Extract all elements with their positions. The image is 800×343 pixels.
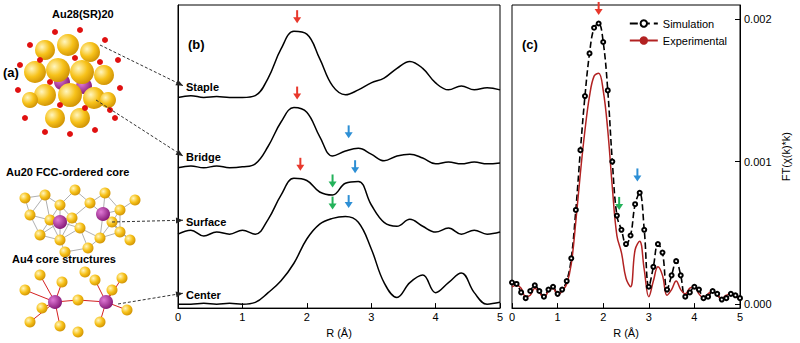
svg-text:(b): (b): [188, 37, 205, 52]
svg-text:5: 5: [497, 311, 503, 323]
svg-text:0.000: 0.000: [744, 298, 772, 310]
svg-text:Experimental: Experimental: [663, 35, 727, 47]
svg-text:0: 0: [175, 311, 181, 323]
svg-text:4: 4: [433, 311, 439, 323]
svg-text:5: 5: [737, 311, 743, 323]
svg-text:3: 3: [646, 311, 652, 323]
svg-text:Au20 FCC-ordered core: Au20 FCC-ordered core: [6, 166, 129, 178]
svg-text:(c): (c): [522, 37, 538, 52]
svg-text:Au4 core structures: Au4 core structures: [12, 253, 116, 265]
svg-text:1: 1: [555, 311, 561, 323]
svg-text:0: 0: [509, 311, 515, 323]
svg-text:0.001: 0.001: [744, 156, 772, 168]
svg-text:R (Å): R (Å): [613, 327, 639, 339]
svg-text:2: 2: [600, 311, 606, 323]
svg-text:FT(χ(k)*k): FT(χ(k)*k): [780, 132, 792, 181]
svg-text:Staple: Staple: [186, 81, 219, 93]
svg-text:Surface: Surface: [186, 216, 226, 228]
svg-text:Simulation: Simulation: [663, 18, 714, 30]
svg-text:Au28(SR)20: Au28(SR)20: [52, 8, 114, 20]
svg-text:(a): (a): [3, 65, 19, 80]
svg-text:1: 1: [239, 311, 245, 323]
svg-text:4: 4: [691, 311, 697, 323]
svg-text:R (Å): R (Å): [326, 327, 352, 339]
svg-text:0.002: 0.002: [744, 13, 772, 25]
svg-text:2: 2: [304, 311, 310, 323]
svg-text:3: 3: [368, 311, 374, 323]
svg-text:Center: Center: [186, 289, 222, 301]
svg-text:Bridge: Bridge: [186, 151, 221, 163]
